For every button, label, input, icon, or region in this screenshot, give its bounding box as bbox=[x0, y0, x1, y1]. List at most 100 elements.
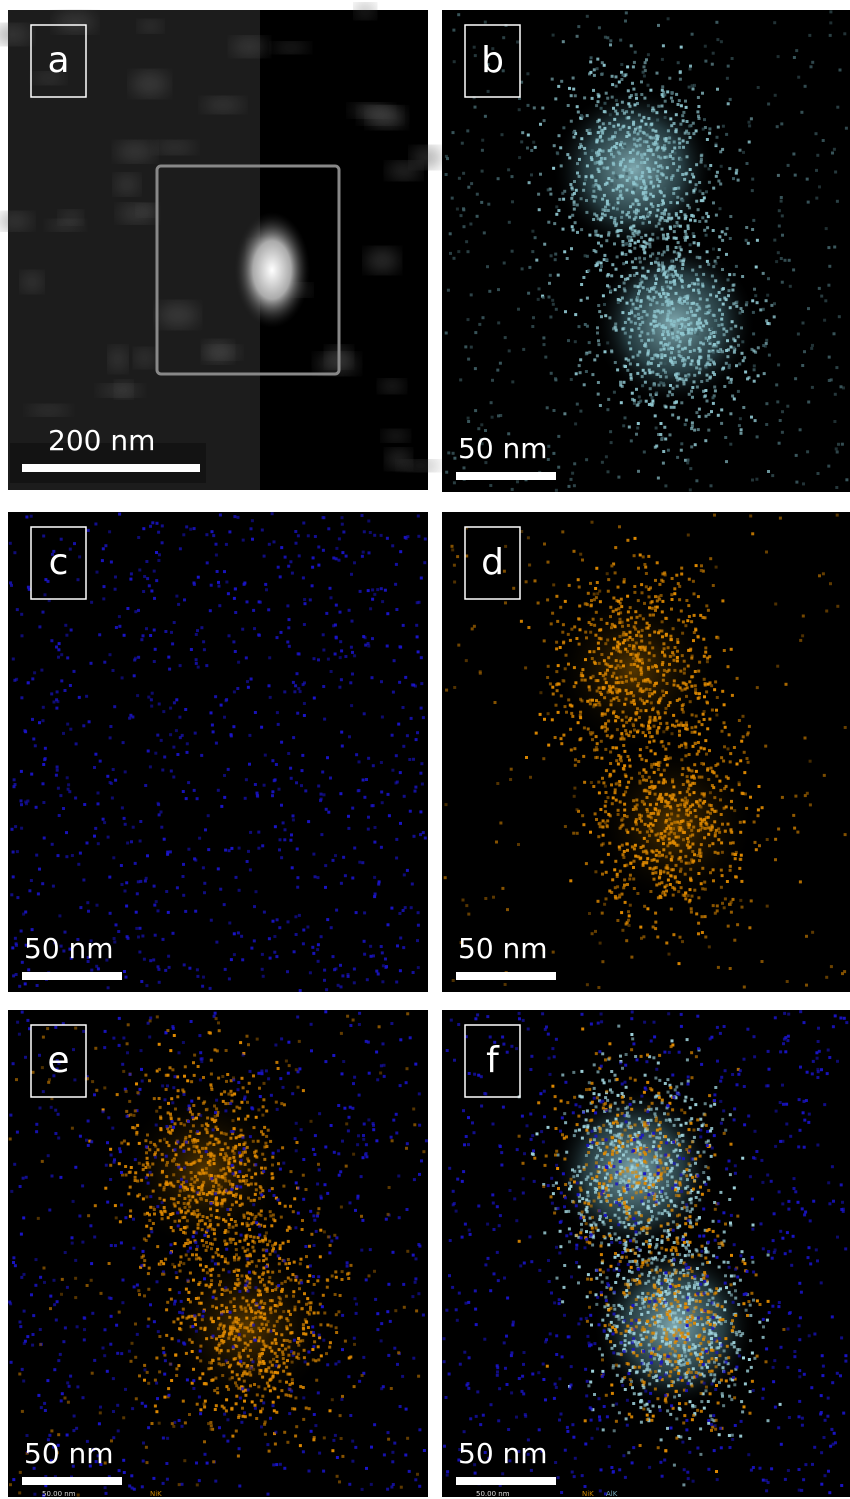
pixel bbox=[133, 861, 137, 865]
pixel bbox=[20, 960, 24, 964]
pixel bbox=[632, 210, 636, 214]
pixel bbox=[764, 299, 768, 303]
pixel bbox=[708, 749, 711, 753]
pixel bbox=[624, 11, 628, 15]
pixel bbox=[141, 1163, 145, 1167]
pixel bbox=[146, 577, 150, 581]
pixel bbox=[273, 950, 277, 954]
pixel bbox=[659, 156, 663, 160]
pixel bbox=[170, 1128, 174, 1132]
pixel bbox=[670, 593, 674, 597]
pixel bbox=[343, 874, 347, 878]
pixel bbox=[703, 164, 707, 168]
pixel bbox=[621, 210, 625, 214]
pixel bbox=[669, 907, 673, 911]
pixel bbox=[744, 238, 748, 242]
pixel bbox=[669, 830, 673, 834]
pixel bbox=[204, 1199, 208, 1202]
pixel bbox=[595, 263, 599, 267]
pixel bbox=[567, 583, 571, 587]
pixel bbox=[656, 184, 660, 188]
pixel bbox=[679, 248, 683, 252]
pixel bbox=[165, 890, 169, 893]
pixel bbox=[620, 892, 624, 896]
pixel bbox=[594, 596, 598, 600]
pixel bbox=[139, 820, 143, 823]
selection-box bbox=[155, 164, 341, 376]
pixel bbox=[676, 195, 680, 199]
pixel bbox=[484, 429, 487, 432]
pixel bbox=[588, 702, 592, 706]
particle bbox=[27, 405, 70, 416]
pixel bbox=[592, 785, 596, 788]
pixel bbox=[164, 968, 168, 972]
particle bbox=[32, 72, 65, 85]
pixel bbox=[601, 833, 605, 837]
pixel bbox=[670, 351, 673, 355]
pixel bbox=[672, 250, 676, 254]
pixel bbox=[373, 892, 377, 896]
pixel bbox=[235, 1105, 239, 1109]
pixel bbox=[713, 688, 717, 692]
pixel bbox=[350, 619, 354, 623]
pixel bbox=[607, 177, 611, 180]
pixel bbox=[751, 478, 754, 482]
pixel bbox=[656, 134, 660, 138]
pixel bbox=[727, 733, 731, 737]
pixel bbox=[751, 299, 755, 303]
pixel bbox=[680, 572, 684, 576]
pixel bbox=[569, 119, 573, 123]
pixel bbox=[641, 844, 645, 848]
pixel bbox=[621, 641, 625, 645]
pixel bbox=[650, 396, 654, 399]
pixel bbox=[771, 474, 775, 478]
pixel bbox=[695, 912, 699, 916]
pixel bbox=[682, 382, 686, 386]
pixel bbox=[298, 690, 302, 694]
pixel bbox=[194, 633, 198, 636]
particle bbox=[47, 220, 84, 231]
pixel bbox=[678, 598, 682, 602]
pixel bbox=[473, 105, 477, 109]
pixel bbox=[675, 400, 678, 404]
pixel bbox=[478, 671, 482, 675]
pixel bbox=[676, 241, 680, 245]
pixel bbox=[653, 310, 657, 313]
pixel bbox=[423, 561, 427, 565]
pixel bbox=[230, 846, 234, 850]
pixel bbox=[756, 346, 760, 350]
pixel bbox=[683, 800, 687, 804]
pixel bbox=[634, 257, 638, 261]
pixel bbox=[642, 789, 646, 793]
pixel bbox=[699, 822, 703, 826]
pixel bbox=[194, 661, 198, 665]
pixel bbox=[568, 703, 572, 707]
pixel bbox=[646, 814, 650, 818]
pixel bbox=[800, 110, 804, 114]
pixel bbox=[597, 343, 601, 347]
pixel bbox=[561, 191, 565, 195]
pixel bbox=[626, 830, 630, 834]
pixel bbox=[379, 845, 383, 849]
pixel bbox=[549, 254, 553, 258]
pixel bbox=[682, 145, 685, 149]
pixel bbox=[697, 932, 700, 936]
pixel bbox=[229, 1079, 233, 1083]
pixel bbox=[443, 876, 447, 880]
pixel bbox=[391, 544, 395, 548]
pixel bbox=[654, 866, 658, 870]
pixel bbox=[635, 208, 638, 212]
pixel bbox=[569, 183, 573, 186]
pixel bbox=[671, 174, 675, 178]
pixel bbox=[501, 69, 505, 73]
pixel bbox=[662, 642, 666, 646]
pixel bbox=[701, 91, 704, 95]
pixel bbox=[637, 312, 640, 316]
pixel bbox=[615, 644, 619, 648]
pixel bbox=[355, 753, 359, 757]
pixel bbox=[836, 604, 840, 608]
particle bbox=[367, 107, 406, 129]
pixel bbox=[670, 259, 673, 263]
pixel bbox=[640, 156, 644, 160]
pixel bbox=[594, 233, 598, 237]
